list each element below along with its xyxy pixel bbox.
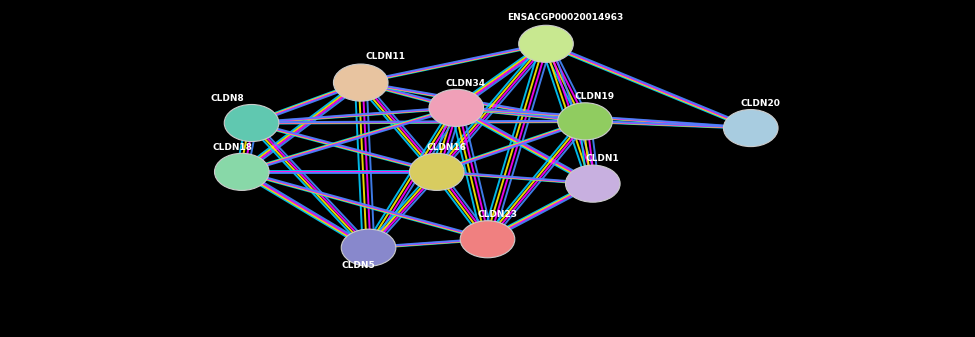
Text: CLDN8: CLDN8 [211,94,244,103]
Ellipse shape [410,153,464,190]
Ellipse shape [214,153,269,190]
Ellipse shape [723,110,778,147]
Text: ENSACGP00020014963: ENSACGP00020014963 [507,13,624,22]
Ellipse shape [566,165,620,202]
Text: CLDN18: CLDN18 [212,143,253,152]
Text: CLDN1: CLDN1 [586,154,619,163]
Text: CLDN5: CLDN5 [342,261,375,270]
Ellipse shape [519,25,573,62]
Text: CLDN34: CLDN34 [446,79,487,88]
Text: CLDN11: CLDN11 [365,52,406,61]
Ellipse shape [341,229,396,266]
Text: CLDN16: CLDN16 [426,143,467,152]
Ellipse shape [558,103,612,140]
Ellipse shape [429,89,484,126]
Text: CLDN23: CLDN23 [477,210,518,219]
Text: CLDN19: CLDN19 [574,92,615,101]
Ellipse shape [460,221,515,258]
Text: CLDN20: CLDN20 [741,99,780,108]
Ellipse shape [224,104,279,142]
Ellipse shape [333,64,388,101]
